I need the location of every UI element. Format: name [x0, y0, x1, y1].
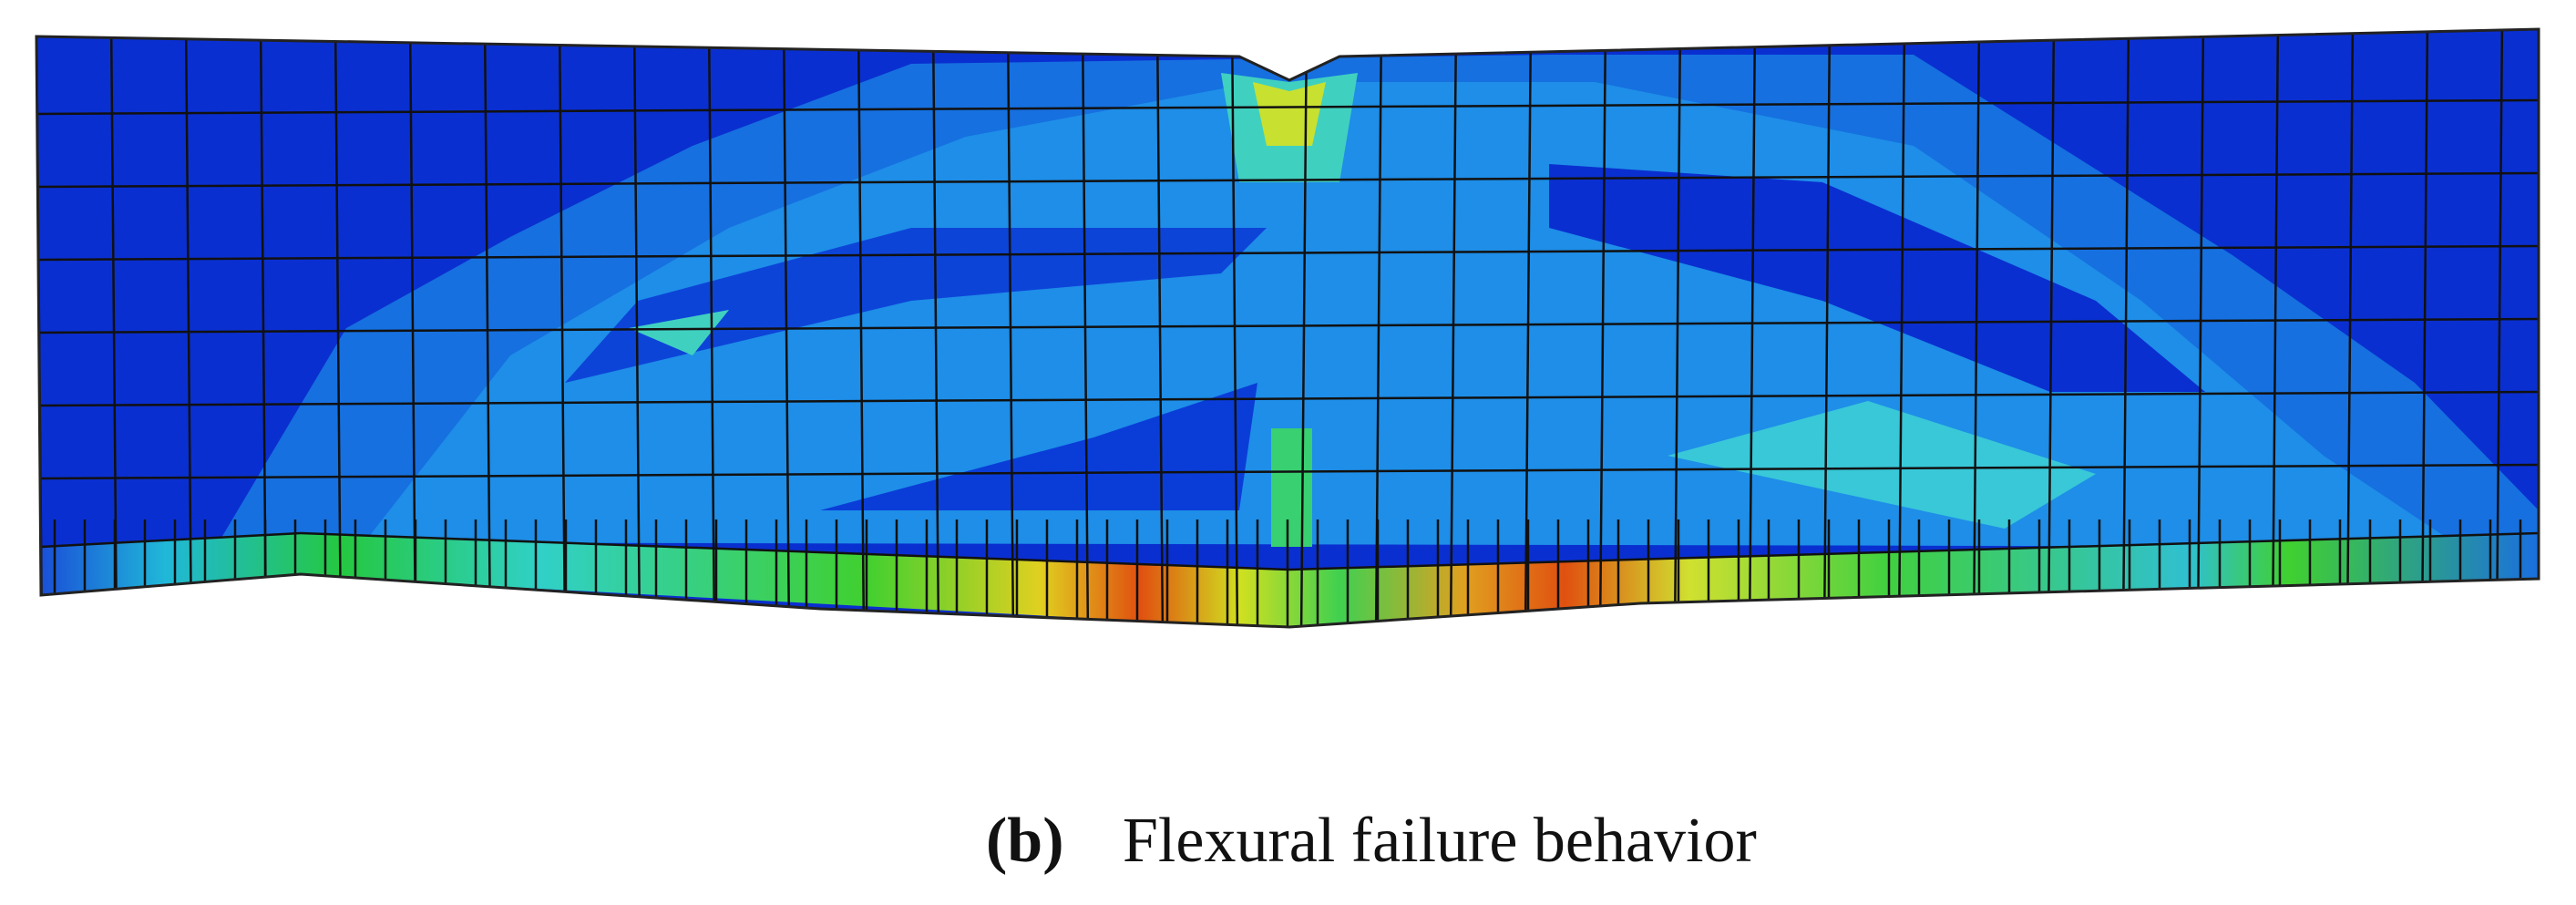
- mesh-line: [2196, 29, 2205, 627]
- beam-outline: [35, 27, 2540, 629]
- mesh: [36, 29, 2539, 627]
- mesh-line: [2271, 29, 2280, 627]
- mesh-line: [1155, 29, 1165, 627]
- mesh-line: [1972, 29, 1981, 627]
- mesh-line: [2047, 29, 2056, 627]
- caption-text: Flexural failure behavior: [1123, 806, 1757, 876]
- mesh-line: [483, 29, 492, 627]
- mesh-line: [1524, 29, 1533, 627]
- mesh-line: [1897, 29, 1906, 627]
- mesh-line: [632, 29, 641, 627]
- mesh-line: [1598, 29, 1607, 627]
- mesh-line: [1230, 29, 1239, 627]
- beam-contour: [36, 29, 2539, 627]
- mesh-line: [36, 317, 2539, 334]
- mesh-line: [2420, 29, 2429, 627]
- mesh-line: [1081, 29, 1090, 627]
- mesh-line: [184, 29, 193, 627]
- caption-label: (b): [986, 806, 1064, 876]
- mesh-line: [36, 171, 2539, 189]
- mesh-line: [1299, 29, 1309, 627]
- mesh-line: [1449, 29, 1458, 627]
- mesh-line: [300, 531, 1290, 571]
- mesh-line: [2345, 29, 2355, 627]
- mesh-line: [1673, 29, 1682, 627]
- mesh-line: [2121, 29, 2130, 627]
- mesh-line: [36, 463, 2539, 480]
- mesh-line: [558, 29, 567, 627]
- mesh-line: [36, 244, 2539, 262]
- mesh-line: [1822, 29, 1832, 627]
- mesh-line: [36, 98, 2539, 116]
- mesh-line: [36, 390, 2539, 407]
- mesh-line: [1748, 29, 1757, 627]
